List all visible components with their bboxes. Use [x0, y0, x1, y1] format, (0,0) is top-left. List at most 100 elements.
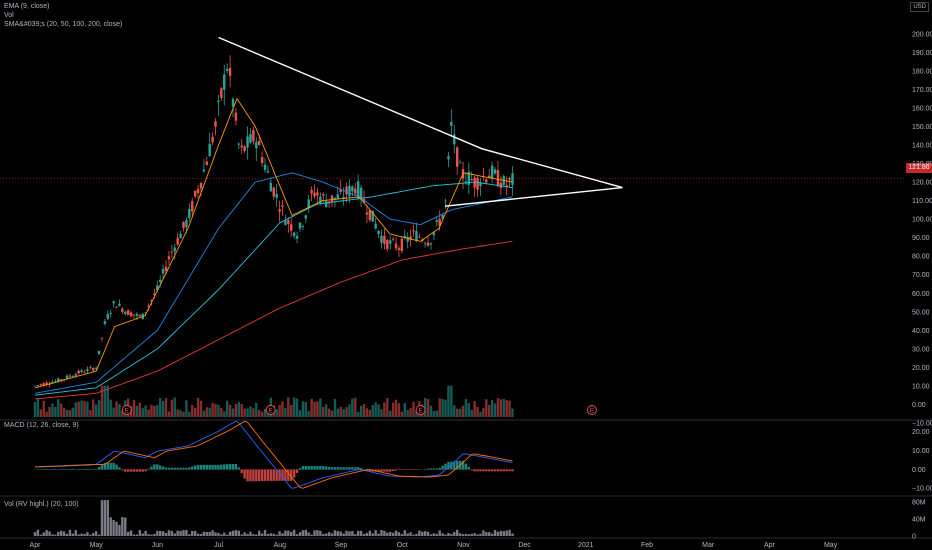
macd-histogram-bar — [153, 464, 156, 470]
candle-body — [453, 134, 456, 145]
macd-histogram-bar — [179, 467, 182, 470]
macd-histogram-bar — [490, 469, 494, 472]
candle-body — [48, 384, 51, 385]
candle-body — [377, 230, 380, 234]
volume-bar — [348, 404, 351, 417]
volume-bar — [307, 411, 310, 417]
macd-histogram-bar — [45, 468, 48, 470]
rv-volume-bar — [100, 500, 104, 536]
candle-body — [412, 230, 415, 232]
volume-bar — [121, 410, 124, 417]
earnings-marker[interactable]: E — [121, 405, 132, 415]
rv-volume-bar — [298, 532, 302, 536]
volume-bar — [319, 398, 322, 417]
legend-macd[interactable]: MACD (12, 26, close, 9) — [4, 422, 79, 429]
macd-histogram-bar — [228, 464, 232, 470]
rv-volume-bar — [354, 534, 357, 536]
rv-volume-bar — [313, 530, 316, 536]
macd-histogram-bar — [377, 469, 380, 472]
macd-histogram-bar — [173, 467, 176, 470]
volume-bar — [62, 407, 66, 417]
volume-bar — [234, 403, 238, 417]
macd-histogram-bar — [182, 467, 185, 470]
macd-histogram-bar — [450, 461, 453, 470]
earnings-marker[interactable]: E — [586, 405, 597, 415]
rv-volume-bar — [435, 533, 439, 536]
rv-volume-bar — [68, 529, 72, 536]
macd-histogram-bar — [429, 468, 433, 470]
rv-volume-bar — [228, 531, 232, 536]
candle-body — [214, 121, 217, 127]
macd-histogram-bar — [327, 466, 331, 470]
macd-histogram-bar — [467, 466, 471, 470]
volume-bar — [89, 410, 92, 417]
legend-rv[interactable]: Vol (RV highl.) (20, 100) — [4, 501, 79, 508]
volume-bar — [316, 401, 319, 417]
rv-volume-bar — [170, 530, 174, 536]
macd-histogram-bar — [185, 467, 188, 470]
candle-body — [86, 368, 89, 372]
macd-histogram-bar — [394, 469, 398, 471]
rv-volume-bar — [444, 534, 447, 536]
price-tick-label: 80.00 — [912, 254, 930, 261]
rv-volume-bar — [389, 532, 392, 536]
candle-body — [488, 175, 491, 179]
rv-volume-bar — [482, 530, 485, 536]
macd-histogram-bar — [231, 464, 235, 470]
earnings-marker[interactable]: E — [265, 405, 276, 415]
rv-volume-bar — [83, 533, 86, 536]
earnings-marker[interactable]: E — [415, 405, 426, 415]
ema9-line — [34, 97, 513, 389]
rv-volume-bar — [301, 530, 305, 536]
rv-volume-bar — [278, 531, 281, 536]
time-tick-label: Oct — [397, 542, 408, 549]
macd-histogram-bar — [406, 469, 409, 470]
macd-histogram-bar — [223, 464, 226, 470]
candle-body — [193, 190, 197, 197]
legend-ema[interactable]: EMA (9, close) — [4, 3, 50, 10]
volume-bar — [406, 410, 409, 417]
rv-volume-bar — [214, 532, 217, 536]
volume-bar — [493, 403, 497, 417]
macd-histogram-bar — [39, 469, 43, 470]
macd-histogram-bar — [68, 468, 72, 470]
candle-body — [409, 236, 412, 240]
time-tick-label: Feb — [641, 542, 653, 549]
rv-volume-bar — [211, 530, 214, 536]
legend-sma[interactable]: SMA&#039;s (20, 50, 100, 200, close) — [4, 21, 123, 28]
price-tick-label: 50.00 — [912, 309, 930, 316]
rv-volume-bar — [191, 530, 194, 536]
volume-bar — [153, 405, 156, 417]
trendline-lower[interactable] — [444, 186, 623, 207]
rv-volume-bar — [493, 529, 497, 536]
rv-volume-bar — [234, 530, 238, 536]
volume-bar — [476, 406, 479, 417]
candle-body — [415, 231, 418, 242]
rv-volume-bar — [121, 517, 124, 536]
volume-bar — [77, 401, 80, 417]
volume-bar — [508, 400, 511, 417]
volume-bar — [173, 397, 176, 417]
candle-body — [164, 266, 168, 271]
volume-bar — [409, 408, 412, 417]
time-tick-label: Jul — [214, 542, 223, 549]
candle-body — [121, 308, 124, 312]
volume-bar — [42, 400, 45, 417]
macd-histogram-bar — [485, 469, 488, 472]
macd-histogram-bar — [103, 463, 107, 470]
volume-bar — [386, 398, 389, 417]
rv-volume-bar — [36, 529, 40, 536]
legend-vol[interactable]: Vol — [4, 12, 14, 19]
macd-histogram-bar — [83, 468, 86, 470]
rv-volume-bar — [193, 530, 197, 536]
candle-body — [307, 199, 310, 208]
candle-body — [316, 192, 319, 196]
rv-volume-bar — [205, 532, 208, 536]
svg-text:E: E — [590, 409, 594, 415]
volume-bar — [351, 398, 354, 417]
trendline-upper[interactable] — [218, 36, 623, 189]
volume-bar — [103, 385, 107, 417]
candle-body — [124, 311, 127, 314]
macd-histogram-bar — [237, 467, 241, 470]
